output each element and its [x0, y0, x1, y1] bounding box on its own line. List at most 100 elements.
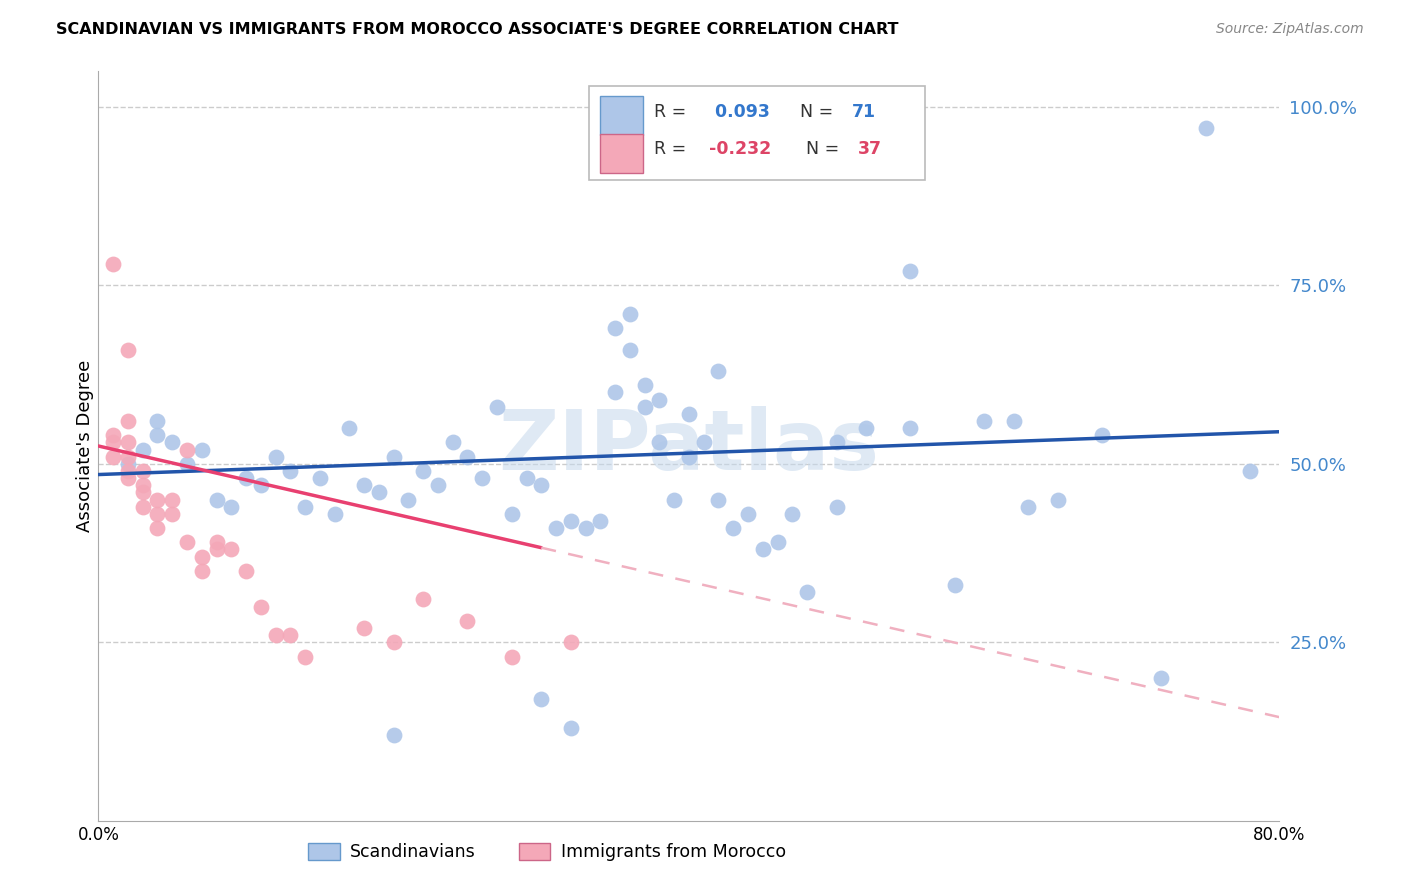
- Point: [235, 471, 257, 485]
- Point: [132, 442, 155, 457]
- Point: [191, 549, 214, 564]
- Point: [353, 621, 375, 635]
- FancyBboxPatch shape: [600, 134, 643, 172]
- Text: 0.093: 0.093: [709, 103, 770, 121]
- Point: [146, 414, 169, 428]
- Point: [353, 478, 375, 492]
- FancyBboxPatch shape: [589, 87, 925, 180]
- Point: [103, 257, 125, 271]
- Point: [943, 578, 966, 592]
- Point: [796, 585, 818, 599]
- Point: [264, 628, 287, 642]
- Text: 71: 71: [852, 103, 876, 121]
- Y-axis label: Associate's Degree: Associate's Degree: [76, 359, 94, 533]
- FancyBboxPatch shape: [600, 96, 643, 135]
- Point: [1018, 500, 1040, 514]
- Point: [382, 728, 405, 742]
- Point: [900, 421, 922, 435]
- Point: [634, 400, 657, 414]
- Point: [162, 507, 183, 521]
- Point: [412, 464, 434, 478]
- Point: [132, 500, 155, 514]
- Point: [707, 492, 730, 507]
- Point: [619, 343, 641, 357]
- Point: [191, 442, 214, 457]
- Point: [117, 414, 139, 428]
- Point: [162, 492, 183, 507]
- Point: [132, 478, 155, 492]
- Text: SCANDINAVIAN VS IMMIGRANTS FROM MOROCCO ASSOCIATE'S DEGREE CORRELATION CHART: SCANDINAVIAN VS IMMIGRANTS FROM MOROCCO …: [56, 22, 898, 37]
- Point: [825, 500, 848, 514]
- Point: [176, 535, 198, 549]
- Point: [973, 414, 995, 428]
- Point: [1046, 492, 1070, 507]
- Point: [471, 471, 494, 485]
- Point: [250, 599, 273, 614]
- Point: [162, 435, 183, 450]
- Point: [546, 521, 568, 535]
- Point: [441, 435, 464, 450]
- Point: [664, 492, 686, 507]
- Text: N =: N =: [789, 103, 839, 121]
- Point: [560, 635, 582, 649]
- Point: [427, 478, 450, 492]
- Point: [280, 628, 302, 642]
- Point: [264, 450, 287, 464]
- Point: [1239, 464, 1261, 478]
- Point: [412, 592, 434, 607]
- Point: [486, 400, 509, 414]
- Text: N =: N =: [796, 140, 845, 159]
- Point: [117, 457, 139, 471]
- Point: [176, 457, 198, 471]
- Text: ZIPatlas: ZIPatlas: [499, 406, 879, 486]
- Point: [221, 542, 243, 557]
- Point: [1091, 428, 1114, 442]
- Point: [825, 435, 848, 450]
- Point: [280, 464, 302, 478]
- Point: [132, 485, 155, 500]
- Point: [589, 514, 612, 528]
- Text: 37: 37: [858, 140, 882, 159]
- Point: [103, 435, 125, 450]
- Point: [117, 343, 139, 357]
- Point: [235, 564, 257, 578]
- Point: [457, 450, 479, 464]
- Point: [619, 307, 641, 321]
- Point: [250, 478, 273, 492]
- Point: [1002, 414, 1025, 428]
- Point: [221, 500, 243, 514]
- Point: [501, 649, 523, 664]
- Point: [634, 378, 657, 392]
- Point: [648, 435, 671, 450]
- Point: [382, 635, 405, 649]
- Point: [1195, 121, 1218, 136]
- Point: [693, 435, 716, 450]
- Point: [205, 535, 228, 549]
- Text: -0.232: -0.232: [709, 140, 772, 159]
- Point: [146, 507, 169, 521]
- Point: [707, 364, 730, 378]
- Point: [323, 507, 346, 521]
- Text: R =: R =: [654, 103, 692, 121]
- Point: [398, 492, 420, 507]
- Point: [530, 478, 553, 492]
- Point: [560, 721, 582, 735]
- Point: [1150, 671, 1173, 685]
- Point: [117, 450, 139, 464]
- Point: [103, 450, 125, 464]
- Point: [648, 392, 671, 407]
- Point: [678, 407, 700, 421]
- Point: [605, 385, 627, 400]
- Point: [516, 471, 538, 485]
- Point: [294, 500, 316, 514]
- Point: [117, 471, 139, 485]
- Legend: Scandinavians, Immigrants from Morocco: Scandinavians, Immigrants from Morocco: [301, 836, 793, 868]
- Point: [678, 450, 700, 464]
- Point: [501, 507, 523, 521]
- Point: [309, 471, 332, 485]
- Point: [339, 421, 361, 435]
- Point: [737, 507, 759, 521]
- Point: [382, 450, 405, 464]
- Point: [752, 542, 775, 557]
- Point: [205, 492, 228, 507]
